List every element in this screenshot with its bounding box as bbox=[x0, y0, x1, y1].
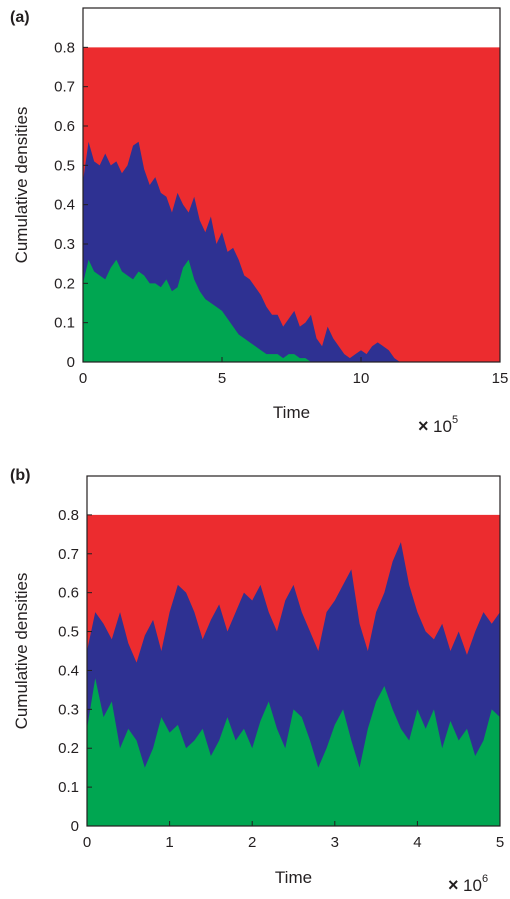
multiplier-times-sign: × bbox=[448, 875, 459, 895]
x-axis-label: Time bbox=[275, 868, 312, 887]
x-tick-label: 1 bbox=[165, 834, 173, 851]
panel-label: (a) bbox=[10, 9, 30, 26]
x-tick-label: 4 bbox=[413, 834, 421, 851]
x-tick-label: 5 bbox=[496, 834, 504, 851]
area-series-3 bbox=[87, 678, 500, 826]
multiplier-times-sign: × bbox=[418, 416, 429, 436]
x-tick-label: 15 bbox=[492, 370, 509, 387]
y-tick-label: 0.3 bbox=[58, 701, 79, 718]
x-axis-multiplier: × 10 5 bbox=[418, 414, 458, 436]
y-tick-label: 0.5 bbox=[58, 624, 79, 641]
x-tick-label: 10 bbox=[353, 370, 370, 387]
y-tick-label: 0 bbox=[67, 354, 75, 371]
y-tick-label: 0.2 bbox=[54, 275, 75, 292]
x-tick-label: 5 bbox=[218, 370, 226, 387]
x-tick-label: 0 bbox=[79, 370, 87, 387]
multiplier-exponent: 6 bbox=[482, 873, 488, 885]
y-tick-label: 0.8 bbox=[58, 507, 79, 524]
y-axis-label: Cumulative densities bbox=[12, 573, 31, 730]
y-tick-label: 0.1 bbox=[58, 779, 79, 796]
x-tick-label: 0 bbox=[83, 834, 91, 851]
y-tick-label: 0.5 bbox=[54, 157, 75, 174]
chart-panel-1: 00.10.20.30.40.50.60.70.80 5 10 15TimeCumul… bbox=[10, 7, 509, 436]
y-tick-label: 0.4 bbox=[54, 197, 75, 214]
multiplier-base: 10 bbox=[433, 417, 452, 436]
y-tick-label: 0.1 bbox=[54, 315, 75, 332]
area-series-3 bbox=[83, 259, 500, 362]
y-tick-label: 0.6 bbox=[58, 585, 79, 602]
y-tick-label: 0.7 bbox=[54, 79, 75, 96]
x-tick-label: 2 bbox=[248, 834, 256, 851]
x-tick-label: 3 bbox=[331, 834, 339, 851]
multiplier-exponent: 5 bbox=[452, 414, 458, 426]
y-tick-label: 0.2 bbox=[58, 740, 79, 757]
y-tick-label: 0.8 bbox=[54, 39, 75, 56]
y-tick-label: 0.7 bbox=[58, 546, 79, 563]
y-tick-label: 0.3 bbox=[54, 236, 75, 253]
panel-label: (b) bbox=[10, 467, 30, 484]
y-tick-label: 0.6 bbox=[54, 118, 75, 135]
y-tick-label: 0.4 bbox=[58, 662, 79, 679]
x-axis-multiplier: × 10 6 bbox=[448, 873, 488, 895]
y-tick-label: 0 bbox=[71, 818, 79, 835]
axes-frame bbox=[82, 7, 501, 363]
axes-frame bbox=[86, 475, 501, 827]
x-axis-label: Time bbox=[273, 403, 310, 422]
chart-panel-2: 0 0.1 0.2 0.3 0.4 0.5 0.6 0.7 0.8 0 1 2 3 4 5 Time Cumul… bbox=[10, 467, 504, 895]
y-axis-label: Cumulative densities bbox=[12, 107, 31, 264]
multiplier-base: 10 bbox=[463, 876, 482, 895]
